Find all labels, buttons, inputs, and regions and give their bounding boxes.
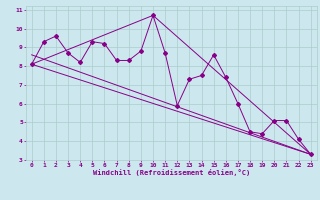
X-axis label: Windchill (Refroidissement éolien,°C): Windchill (Refroidissement éolien,°C) (92, 169, 250, 176)
